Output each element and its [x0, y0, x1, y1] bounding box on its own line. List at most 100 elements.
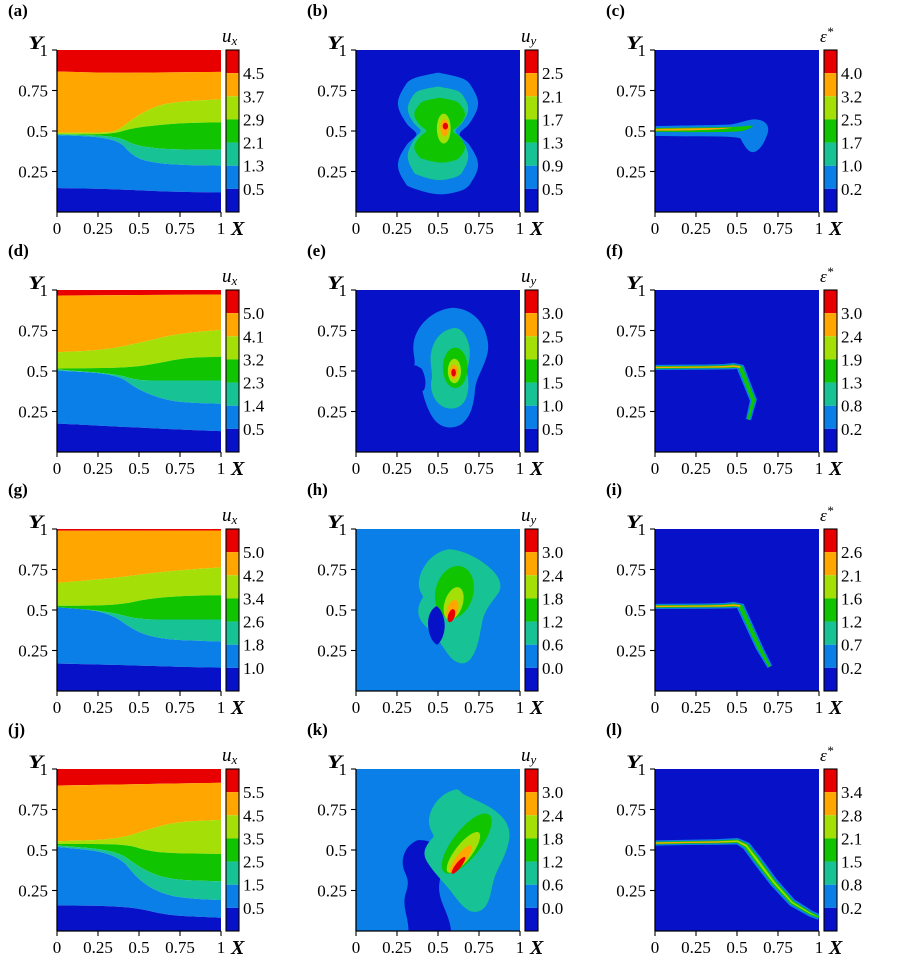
svg-text:0.5: 0.5: [128, 938, 149, 957]
svg-text:3.0: 3.0: [542, 543, 563, 562]
svg-text:ε*: ε*: [820, 503, 834, 525]
svg-text:(k): (k): [307, 720, 328, 739]
svg-text:(j): (j): [8, 720, 25, 739]
svg-text:0.25: 0.25: [382, 219, 412, 238]
svg-text:0.75: 0.75: [616, 321, 646, 340]
svg-text:0.5: 0.5: [542, 419, 563, 438]
svg-text:ux: ux: [222, 505, 238, 527]
svg-text:X: X: [529, 458, 544, 480]
svg-text:0.25: 0.25: [83, 938, 113, 957]
svg-text:1: 1: [217, 219, 226, 238]
svg-text:0.5: 0.5: [27, 122, 48, 141]
svg-text:0.75: 0.75: [464, 459, 494, 478]
svg-text:(i): (i): [606, 480, 622, 499]
svg-text:0.75: 0.75: [18, 82, 48, 101]
svg-text:uy: uy: [521, 745, 537, 767]
svg-text:0.75: 0.75: [317, 321, 347, 340]
svg-text:1.3: 1.3: [243, 157, 264, 176]
svg-text:ux: ux: [222, 745, 238, 767]
svg-text:1.9: 1.9: [841, 350, 862, 369]
svg-text:3.2: 3.2: [841, 87, 862, 106]
svg-text:0.25: 0.25: [382, 698, 412, 717]
svg-text:0.25: 0.25: [681, 459, 711, 478]
svg-text:0: 0: [53, 459, 62, 478]
svg-text:0.7: 0.7: [841, 636, 863, 655]
svg-text:4.1: 4.1: [243, 327, 264, 346]
svg-text:5.5: 5.5: [243, 783, 264, 802]
svg-text:0.75: 0.75: [165, 938, 195, 957]
svg-text:1: 1: [516, 698, 525, 717]
svg-text:2.5: 2.5: [542, 327, 563, 346]
svg-text:0.25: 0.25: [382, 938, 412, 957]
svg-text:1.7: 1.7: [841, 134, 863, 153]
svg-text:4.5: 4.5: [243, 806, 264, 825]
svg-text:0.5: 0.5: [625, 601, 646, 620]
svg-text:1.7: 1.7: [542, 110, 564, 129]
svg-text:0.8: 0.8: [841, 875, 862, 894]
svg-text:2.5: 2.5: [542, 64, 563, 83]
svg-text:1.5: 1.5: [841, 852, 862, 871]
svg-text:3.2: 3.2: [243, 350, 264, 369]
svg-text:5.0: 5.0: [243, 304, 264, 323]
svg-text:2.6: 2.6: [243, 613, 264, 632]
svg-text:X: X: [230, 697, 245, 719]
svg-text:2.1: 2.1: [841, 566, 862, 585]
svg-text:0.5: 0.5: [27, 841, 48, 860]
svg-text:0.25: 0.25: [317, 881, 347, 900]
svg-text:0.25: 0.25: [83, 698, 113, 717]
svg-text:2.6: 2.6: [841, 543, 862, 562]
svg-text:0.75: 0.75: [763, 698, 793, 717]
svg-text:0.8: 0.8: [841, 396, 862, 415]
svg-text:0.5: 0.5: [542, 180, 563, 199]
svg-text:0.25: 0.25: [681, 219, 711, 238]
svg-text:0.75: 0.75: [18, 321, 48, 340]
svg-text:(h): (h): [307, 480, 328, 499]
svg-text:X: X: [828, 697, 843, 719]
svg-text:5.0: 5.0: [243, 543, 264, 562]
svg-text:0.5: 0.5: [27, 601, 48, 620]
svg-text:X: X: [230, 937, 245, 959]
svg-text:1: 1: [815, 698, 824, 717]
svg-text:0.75: 0.75: [763, 938, 793, 957]
svg-text:0.25: 0.25: [18, 881, 48, 900]
svg-text:0.75: 0.75: [464, 938, 494, 957]
svg-text:1: 1: [815, 938, 824, 957]
svg-text:0.5: 0.5: [128, 698, 149, 717]
svg-text:0.0: 0.0: [542, 898, 563, 917]
svg-text:1.8: 1.8: [542, 589, 563, 608]
svg-text:0.5: 0.5: [625, 362, 646, 381]
svg-text:0.75: 0.75: [165, 219, 195, 238]
svg-text:1.0: 1.0: [542, 396, 563, 415]
svg-text:(g): (g): [8, 480, 28, 499]
svg-text:0.75: 0.75: [464, 698, 494, 717]
svg-text:0.25: 0.25: [616, 402, 646, 421]
svg-text:2.5: 2.5: [841, 110, 862, 129]
svg-text:3.0: 3.0: [841, 304, 862, 323]
svg-text:4.0: 4.0: [841, 64, 862, 83]
svg-text:0.5: 0.5: [243, 419, 264, 438]
svg-text:1.4: 1.4: [243, 396, 265, 415]
svg-text:0.75: 0.75: [165, 698, 195, 717]
svg-text:0: 0: [651, 698, 660, 717]
svg-text:0.25: 0.25: [681, 938, 711, 957]
svg-text:1.3: 1.3: [542, 134, 563, 153]
svg-text:1.8: 1.8: [243, 636, 264, 655]
svg-text:1: 1: [815, 219, 824, 238]
svg-text:2.9: 2.9: [243, 110, 264, 129]
svg-text:0.25: 0.25: [616, 881, 646, 900]
svg-text:0.25: 0.25: [18, 163, 48, 182]
svg-text:0.75: 0.75: [18, 561, 48, 580]
svg-text:0: 0: [352, 459, 361, 478]
svg-text:0.25: 0.25: [382, 459, 412, 478]
svg-text:2.1: 2.1: [841, 829, 862, 848]
svg-text:0.75: 0.75: [616, 561, 646, 580]
svg-text:1.0: 1.0: [243, 659, 264, 678]
svg-text:(d): (d): [8, 241, 29, 260]
svg-text:(c): (c): [606, 1, 625, 20]
svg-text:ux: ux: [222, 26, 238, 48]
svg-text:0: 0: [352, 938, 361, 957]
svg-text:0: 0: [53, 219, 62, 238]
svg-text:0.25: 0.25: [317, 163, 347, 182]
svg-text:0.75: 0.75: [763, 459, 793, 478]
svg-text:0.5: 0.5: [427, 938, 448, 957]
